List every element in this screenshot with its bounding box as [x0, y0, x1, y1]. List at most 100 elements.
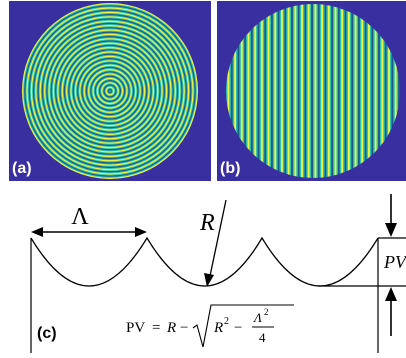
- stripe: [277, 4, 280, 178]
- stripe: [301, 4, 304, 178]
- stripe: [230, 4, 233, 178]
- stripe: [299, 4, 302, 178]
- stripe: [366, 4, 369, 178]
- stripe: [324, 4, 327, 178]
- formula-minus2: −: [234, 320, 242, 336]
- profile-svg: Λ R PV: [30, 194, 406, 353]
- stripe: [294, 4, 297, 178]
- stripe: [266, 4, 268, 178]
- panel-a-label: (a): [12, 160, 32, 177]
- stripe: [306, 4, 309, 178]
- stripe: [394, 4, 397, 178]
- stripe: [323, 4, 325, 178]
- pv-up-arrow-head: [385, 287, 397, 301]
- stripe: [309, 4, 312, 178]
- stripe: [344, 4, 347, 178]
- stripe: [341, 4, 344, 178]
- stripe: [379, 4, 382, 178]
- stripe: [247, 4, 250, 178]
- stripe: [359, 4, 362, 178]
- stripe: [347, 4, 351, 178]
- formula-sq: 2: [224, 316, 229, 327]
- stripe: [267, 4, 270, 178]
- stripe: [383, 4, 386, 178]
- stripe: [398, 4, 400, 178]
- stripe: [229, 4, 232, 178]
- stripe: [244, 4, 247, 178]
- scalloped-profile: [30, 236, 379, 287]
- stripe: [239, 4, 242, 178]
- stripe: [336, 4, 339, 178]
- stripe: [297, 4, 300, 178]
- stripe: [373, 4, 376, 178]
- stripe: [227, 4, 230, 178]
- stripe: [287, 4, 290, 178]
- stripe: [264, 4, 267, 178]
- formula-den: 4: [259, 330, 266, 345]
- stripe: [334, 4, 337, 178]
- stripe: [317, 4, 320, 178]
- stripe: [259, 4, 262, 178]
- stripe: [311, 4, 314, 178]
- stripe: [333, 4, 335, 178]
- stripe: [368, 4, 371, 178]
- stripe: [276, 4, 278, 178]
- radius-arrow-line: [209, 199, 227, 277]
- stripe: [237, 4, 240, 178]
- stripe: [269, 4, 272, 178]
- stripe: [226, 4, 228, 178]
- period-arrow-left-head: [31, 227, 43, 237]
- stripe: [369, 4, 372, 178]
- stripe: [272, 4, 275, 178]
- formula-num-exp: 2: [264, 307, 269, 317]
- stripe: [232, 4, 235, 178]
- stripe: [384, 4, 387, 178]
- pv-label: PV: [383, 252, 406, 272]
- formula-lhs: PV: [126, 320, 145, 336]
- stripe: [281, 4, 284, 178]
- stripe: [282, 4, 285, 178]
- panel-a-concentric-rings: (a): [9, 1, 211, 181]
- stripe: [249, 4, 252, 178]
- stripe: [319, 4, 322, 178]
- stripe: [356, 4, 359, 178]
- stripe: [257, 4, 260, 178]
- stripe: [374, 4, 377, 178]
- formula-num-base: Λ: [252, 310, 262, 325]
- stripe: [307, 4, 310, 178]
- period-arrow-right-head: [135, 227, 147, 237]
- stripe: [396, 4, 399, 178]
- stripe: [378, 4, 381, 178]
- stripe: [284, 4, 287, 178]
- stripe: [260, 4, 264, 178]
- period-symbol: Λ: [71, 204, 89, 230]
- stripe: [236, 4, 238, 178]
- stripe: [313, 4, 315, 178]
- stripe: [371, 4, 374, 178]
- stripe: [252, 4, 255, 178]
- stripe: [337, 4, 341, 178]
- panel-b-label: (b): [220, 160, 241, 177]
- ring-mid: [109, 90, 111, 92]
- formula-r2: R: [213, 320, 223, 336]
- stripe: [296, 4, 299, 178]
- stripe: [292, 4, 295, 178]
- radius-symbol: R: [199, 210, 215, 236]
- stripe-pattern: [217, 1, 406, 181]
- stripe: [240, 4, 244, 178]
- stripe: [256, 4, 258, 178]
- stripe: [329, 4, 332, 178]
- stripe: [314, 4, 317, 178]
- stripe: [349, 4, 352, 178]
- stripe: [234, 4, 237, 178]
- pv-formula: PV = R − R 2 − Λ 2 4: [126, 302, 296, 352]
- formula-equals: =: [152, 320, 160, 336]
- stripe: [389, 4, 392, 178]
- panel-b-vertical-stripes: (b): [217, 1, 406, 181]
- stripe: [376, 4, 379, 178]
- stripe: [270, 4, 274, 178]
- stripe: [316, 4, 319, 178]
- stripe: [291, 4, 294, 178]
- formula-svg: PV = R − R 2 − Λ 2 4: [126, 304, 294, 348]
- stripe: [286, 4, 289, 178]
